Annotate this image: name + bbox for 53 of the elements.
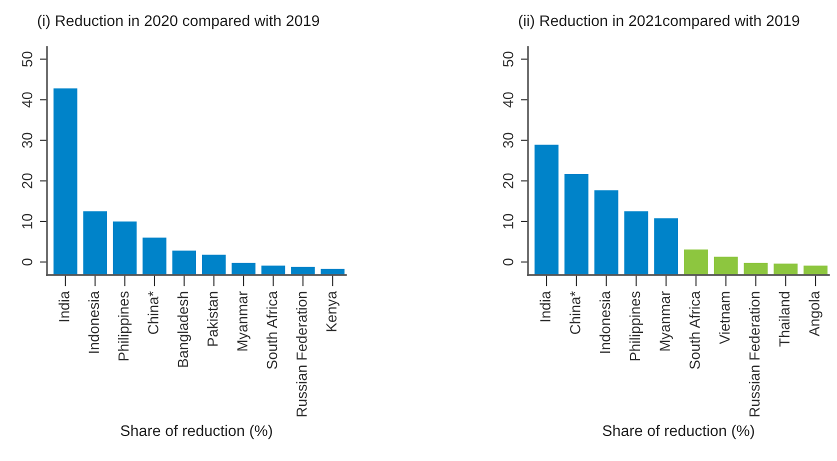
bar <box>654 218 678 275</box>
bar <box>202 254 226 275</box>
y-tick-label: 10 <box>502 214 514 228</box>
x-tick-label: Pakistan <box>207 292 218 346</box>
x-tick-label: India <box>540 290 550 322</box>
x-tick-label: Indonesia <box>88 290 100 353</box>
y-tick-label: 50 <box>502 52 514 67</box>
y-tick-label: 50 <box>22 52 32 67</box>
chart-title: (i) Reduction in 2020 compared with 2019 <box>38 14 320 30</box>
bar <box>232 262 256 275</box>
chart-title: (ii) Reduction in 2021compared with 2019 <box>518 14 800 30</box>
y-tick-label: 0 <box>502 258 514 266</box>
bar <box>774 264 798 275</box>
y-tick-label: 40 <box>22 92 32 108</box>
bar <box>261 266 286 275</box>
bar <box>564 174 588 275</box>
x-tick-label: South Africa <box>689 290 700 369</box>
y-tick-label: 30 <box>502 132 514 148</box>
bar <box>112 221 137 275</box>
x-tick-label: Bangladesh <box>177 292 191 367</box>
y-tick-label: 30 <box>22 132 32 148</box>
bar <box>624 211 648 275</box>
x-tick-label: Myanmar <box>660 291 673 351</box>
x-tick-label: Thailand <box>778 292 790 347</box>
x-axis-title: Share of reduction (%) <box>602 424 754 440</box>
x-tick-label: Indonesia <box>600 290 610 353</box>
bar <box>534 144 558 275</box>
x-tick-label: Vietnam <box>719 292 730 344</box>
x-tick-label: Kenya <box>326 290 340 332</box>
x-tick-label: China* <box>570 291 580 334</box>
x-tick-label: Russian Federation <box>748 292 760 416</box>
y-tick-label: 10 <box>22 214 32 228</box>
y-tick-label: 40 <box>502 92 514 108</box>
x-tick-label: China* <box>148 291 158 334</box>
bar <box>142 238 166 275</box>
bar <box>594 190 618 275</box>
x-tick-label: Myanmar <box>237 291 250 351</box>
y-tick-label: 20 <box>22 173 32 188</box>
x-tick-label: India <box>58 290 70 322</box>
bar <box>172 250 196 275</box>
bar <box>804 266 828 275</box>
x-tick-label: Philippines <box>118 291 132 360</box>
y-tick-label: 20 <box>502 173 514 188</box>
bar <box>83 211 107 275</box>
x-tick-label: Philippines <box>629 291 643 360</box>
x-tick-label: Angola <box>808 290 822 336</box>
x-axis-title: Share of reduction (%) <box>120 424 272 440</box>
bar <box>684 249 708 275</box>
y-tick-label: 0 <box>22 258 32 266</box>
bar <box>54 88 78 275</box>
x-tick-label: Russian Federation <box>296 292 307 416</box>
bar <box>714 256 738 275</box>
x-tick-label: South Africa <box>266 290 278 369</box>
